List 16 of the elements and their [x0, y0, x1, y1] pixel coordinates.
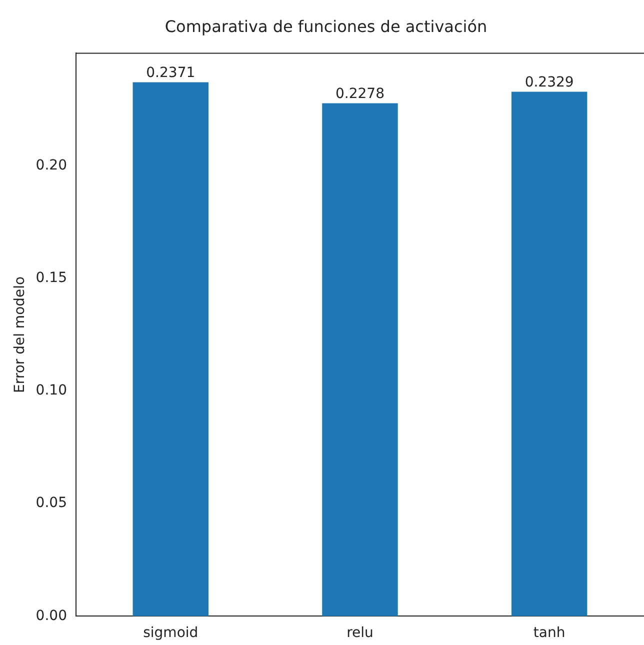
data-label: 0.2371	[146, 64, 196, 81]
y-tick-label: 0.00	[36, 608, 67, 624]
bar	[132, 82, 209, 616]
chart-title: Comparativa de funciones de activación	[164, 16, 488, 36]
x-tick-label: relu	[346, 625, 374, 642]
y-axis-title: Error del modelo	[12, 276, 28, 393]
data-label: 0.2278	[335, 86, 384, 102]
data-label: 0.2329	[524, 74, 574, 90]
y-tick-label: 0.20	[36, 157, 67, 174]
bar	[511, 92, 588, 616]
y-tick-label: 0.10	[36, 382, 67, 399]
y-tick-label: 0.05	[36, 495, 67, 512]
bar	[322, 103, 398, 616]
x-tick-label: tanh	[533, 625, 566, 642]
x-tick-label: sigmoid	[143, 625, 198, 642]
y-tick-label: 0.15	[36, 270, 67, 286]
